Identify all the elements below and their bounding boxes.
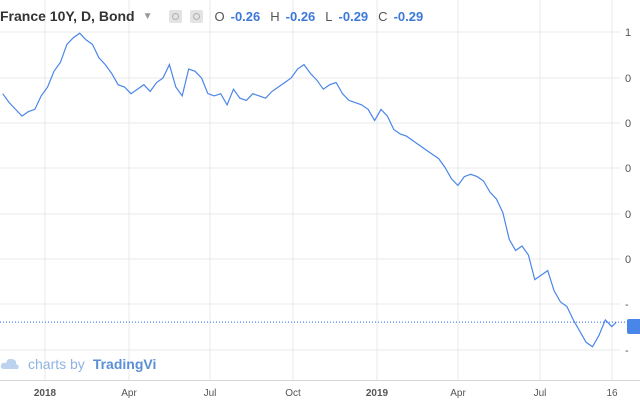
series-line xyxy=(2,32,617,348)
last-price-tag xyxy=(627,319,640,334)
chart-grid xyxy=(0,0,620,380)
x-tick-label: Jul xyxy=(534,388,547,399)
x-tick-label: Apr xyxy=(121,388,137,399)
watermark[interactable]: charts by TradingVi xyxy=(0,354,156,374)
y-tick-label: 0 xyxy=(625,163,631,175)
watermark-prefix: charts by xyxy=(28,356,85,372)
open-label: O xyxy=(214,8,225,24)
x-tick-label: Jul xyxy=(204,388,217,399)
low-label: L xyxy=(325,8,333,24)
chevron-down-icon[interactable]: ▼ xyxy=(142,10,153,22)
x-tick-label: 2019 xyxy=(366,388,389,399)
x-tick-label: Oct xyxy=(285,388,301,399)
y-tick-label: 1 xyxy=(625,27,631,39)
y-tick-label: 0 xyxy=(625,209,631,221)
axis-ticks: 2018 Apr Jul Oct 2019 Apr Jul 16 1 0 0 0 0 0 - - xyxy=(34,27,631,399)
y-tick-label: 0 xyxy=(625,254,631,266)
open-value: -0.26 xyxy=(230,8,261,24)
cloud-icon xyxy=(0,358,19,369)
x-tick-label: 16 xyxy=(606,388,618,399)
close-label: C xyxy=(378,8,388,24)
low-value: -0.29 xyxy=(338,8,369,24)
y-tick-label: - xyxy=(625,299,629,311)
legend-bar: France 10Y, D, Bond ▼ O -0.26 H -0.26 L … xyxy=(0,5,423,27)
high-label: H xyxy=(270,8,280,24)
x-tick-label: 2018 xyxy=(34,388,57,399)
close-value: -0.29 xyxy=(393,8,424,24)
y-tick-label: 0 xyxy=(625,73,631,85)
watermark-brand[interactable]: TradingVi xyxy=(92,356,157,372)
y-tick-label: - xyxy=(625,345,629,357)
price-axis-area[interactable] xyxy=(620,0,640,380)
symbol-title[interactable]: France 10Y, D, Bond xyxy=(0,8,135,24)
y-tick-label: 0 xyxy=(625,118,631,130)
high-value: -0.26 xyxy=(285,8,316,24)
visibility-icon[interactable] xyxy=(168,9,182,23)
x-tick-label: Apr xyxy=(450,388,466,399)
settings-icon[interactable] xyxy=(189,9,203,23)
